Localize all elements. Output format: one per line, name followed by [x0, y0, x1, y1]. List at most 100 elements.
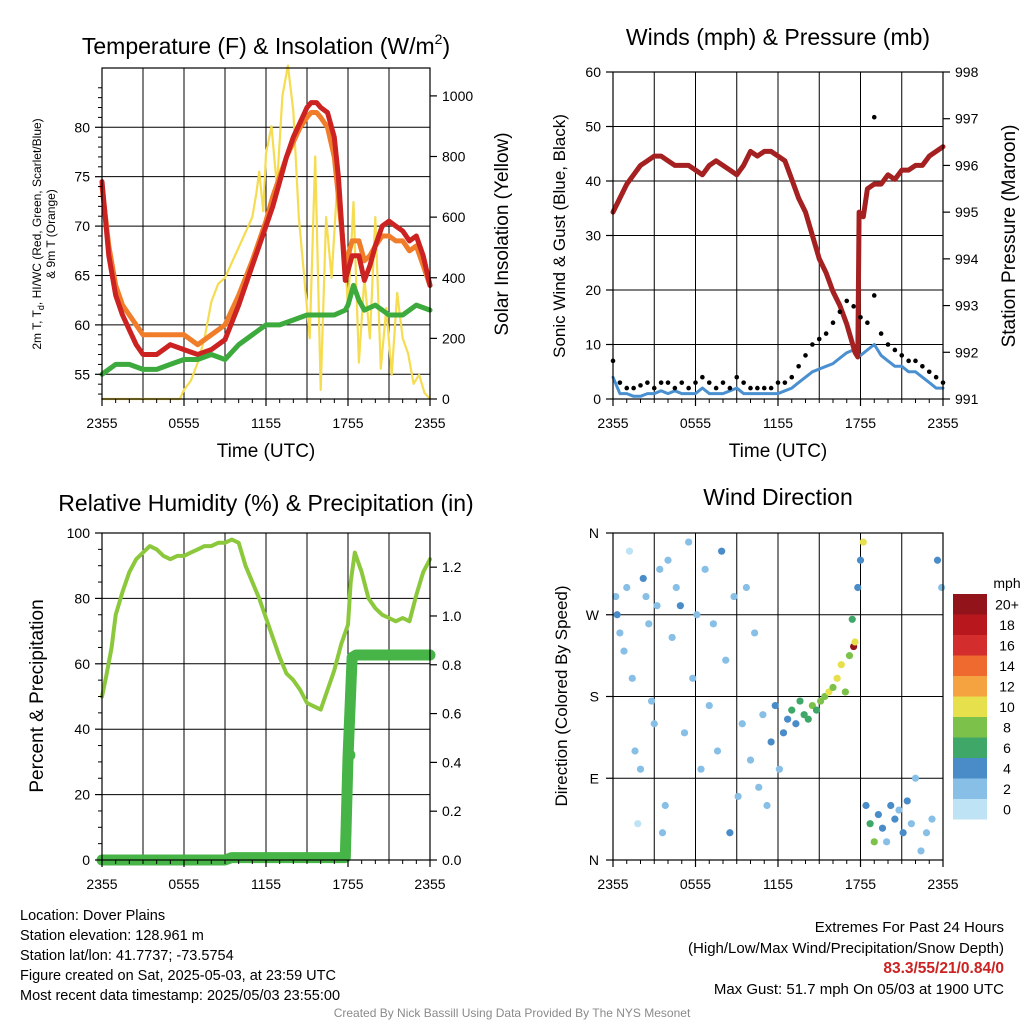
- direction-point: [899, 829, 907, 837]
- direction-point: [878, 824, 887, 832]
- gust-point: [720, 380, 726, 385]
- legend-swatch: [953, 758, 987, 779]
- y-tick-label: 10: [585, 337, 601, 353]
- gust-point: [727, 385, 733, 391]
- x-tick-label: 2355: [414, 876, 445, 892]
- gust-point: [810, 342, 815, 347]
- y-tick-label: 60: [74, 317, 90, 333]
- y-right-tick-label: 998: [955, 64, 979, 80]
- direction-point: [636, 765, 645, 773]
- direction-point: [804, 715, 812, 723]
- winds-xlabel: Time (UTC): [729, 441, 828, 462]
- y-right-tick-label: 997: [955, 111, 979, 127]
- latlon-text: Station lat/lon: 41.7737; -73.5754: [20, 948, 234, 964]
- gust-point: [844, 298, 850, 304]
- y-right-tick-label: 992: [955, 344, 979, 360]
- legend-label: 0: [1003, 801, 1011, 817]
- direction-point: [917, 847, 925, 855]
- direction-point: [658, 829, 667, 837]
- gust-point: [700, 374, 705, 380]
- gust-point: [865, 320, 870, 326]
- direction-point: [812, 706, 821, 714]
- temperature-panel: Temperature (F) & Insolation (W/m2) 55 60…: [30, 31, 513, 462]
- y-right-tick-label: 991: [955, 391, 979, 407]
- direction-point: [634, 820, 642, 828]
- gust-point: [713, 385, 719, 391]
- x-tick-label: 1155: [763, 415, 793, 431]
- gust-point: [892, 347, 898, 353]
- direction-point: [837, 661, 845, 669]
- y-tick-label: 50: [585, 119, 601, 135]
- direction-point: [833, 674, 841, 682]
- direction-point: [891, 815, 899, 823]
- y-right-tick-label: 994: [955, 251, 979, 267]
- gust-point: [734, 374, 740, 380]
- x-tick-label: 1155: [251, 415, 281, 431]
- direction-point: [854, 583, 862, 592]
- direction-point: [664, 556, 672, 564]
- extremes-legend: (High/Low/Max Wind/Precipitation/Snow De…: [688, 939, 1004, 957]
- direction-grid: [613, 533, 943, 860]
- created-text: Figure created on Sat, 2025-05-03, at 23…: [20, 968, 336, 984]
- y-right-tick-label: 0.0: [442, 852, 462, 868]
- sonic-wind-line: [611, 343, 945, 398]
- direction-point: [738, 720, 746, 728]
- gust-point: [761, 385, 767, 391]
- direction-point: [841, 688, 849, 696]
- x-tick-label: 2355: [86, 876, 117, 892]
- speed-legend: 0 2 4 6 8 10 12 14 16 18 20+: [953, 594, 1019, 820]
- direction-point: [645, 620, 653, 628]
- y-tick-label: 70: [74, 218, 90, 234]
- direction-point: [647, 697, 656, 705]
- y-right-tick-label: 200: [442, 330, 466, 346]
- direction-point: [859, 538, 867, 546]
- gust-point: [837, 309, 843, 315]
- direction-point: [874, 810, 882, 819]
- gust-point: [913, 358, 918, 364]
- gust-point: [693, 380, 698, 385]
- gust-point: [755, 385, 760, 391]
- direction-point: [653, 602, 661, 610]
- gust-point: [926, 369, 932, 375]
- legend-swatch: [953, 635, 987, 656]
- station-pressure-line: [610, 144, 946, 360]
- direction-point: [726, 829, 734, 837]
- gust-point: [672, 385, 678, 391]
- temperature-grid: [102, 68, 430, 399]
- y-tick-label: 60: [585, 64, 601, 80]
- y-tick-label: 60: [74, 656, 90, 672]
- direction-point: [788, 706, 796, 714]
- direction-point: [713, 747, 722, 755]
- gust-point: [782, 380, 788, 385]
- temperature-title: Temperature (F) & Insolation (W/m2): [82, 31, 450, 59]
- y-right-tick-label: 400: [442, 270, 466, 286]
- y-tick-label: 75: [74, 169, 90, 185]
- station-info: Location: Dover Plains Station elevation…: [20, 906, 340, 1006]
- gust-point: [638, 383, 643, 388]
- winds-grid: [613, 72, 943, 399]
- y-tick-label: 20: [585, 282, 601, 298]
- y-tick-label: W: [586, 607, 600, 623]
- direction-point: [845, 652, 854, 660]
- y-tick-label: 100: [67, 525, 91, 541]
- x-tick-label: 2355: [86, 415, 117, 431]
- gust-point: [933, 374, 939, 380]
- y-tick-label: 20: [74, 787, 90, 803]
- direction-point: [672, 583, 680, 592]
- direction-point: [755, 783, 763, 791]
- gust-point: [624, 385, 630, 391]
- gust-point: [858, 314, 863, 320]
- humidity-title: Relative Humidity (%) & Precipitation (i…: [58, 490, 473, 516]
- legend-label: 12: [999, 678, 1015, 694]
- direction-point: [620, 647, 628, 655]
- gust-point: [878, 331, 884, 336]
- y-tick-label: 55: [74, 366, 90, 382]
- relative-humidity-line: [100, 537, 432, 712]
- x-tick-label: 0555: [168, 415, 199, 431]
- direction-point: [742, 583, 750, 592]
- gust-point: [665, 380, 671, 385]
- x-tick-label: 2355: [927, 876, 958, 892]
- direction-point: [616, 629, 624, 637]
- direction-series: [612, 538, 946, 855]
- x-tick-label: 2355: [414, 415, 445, 431]
